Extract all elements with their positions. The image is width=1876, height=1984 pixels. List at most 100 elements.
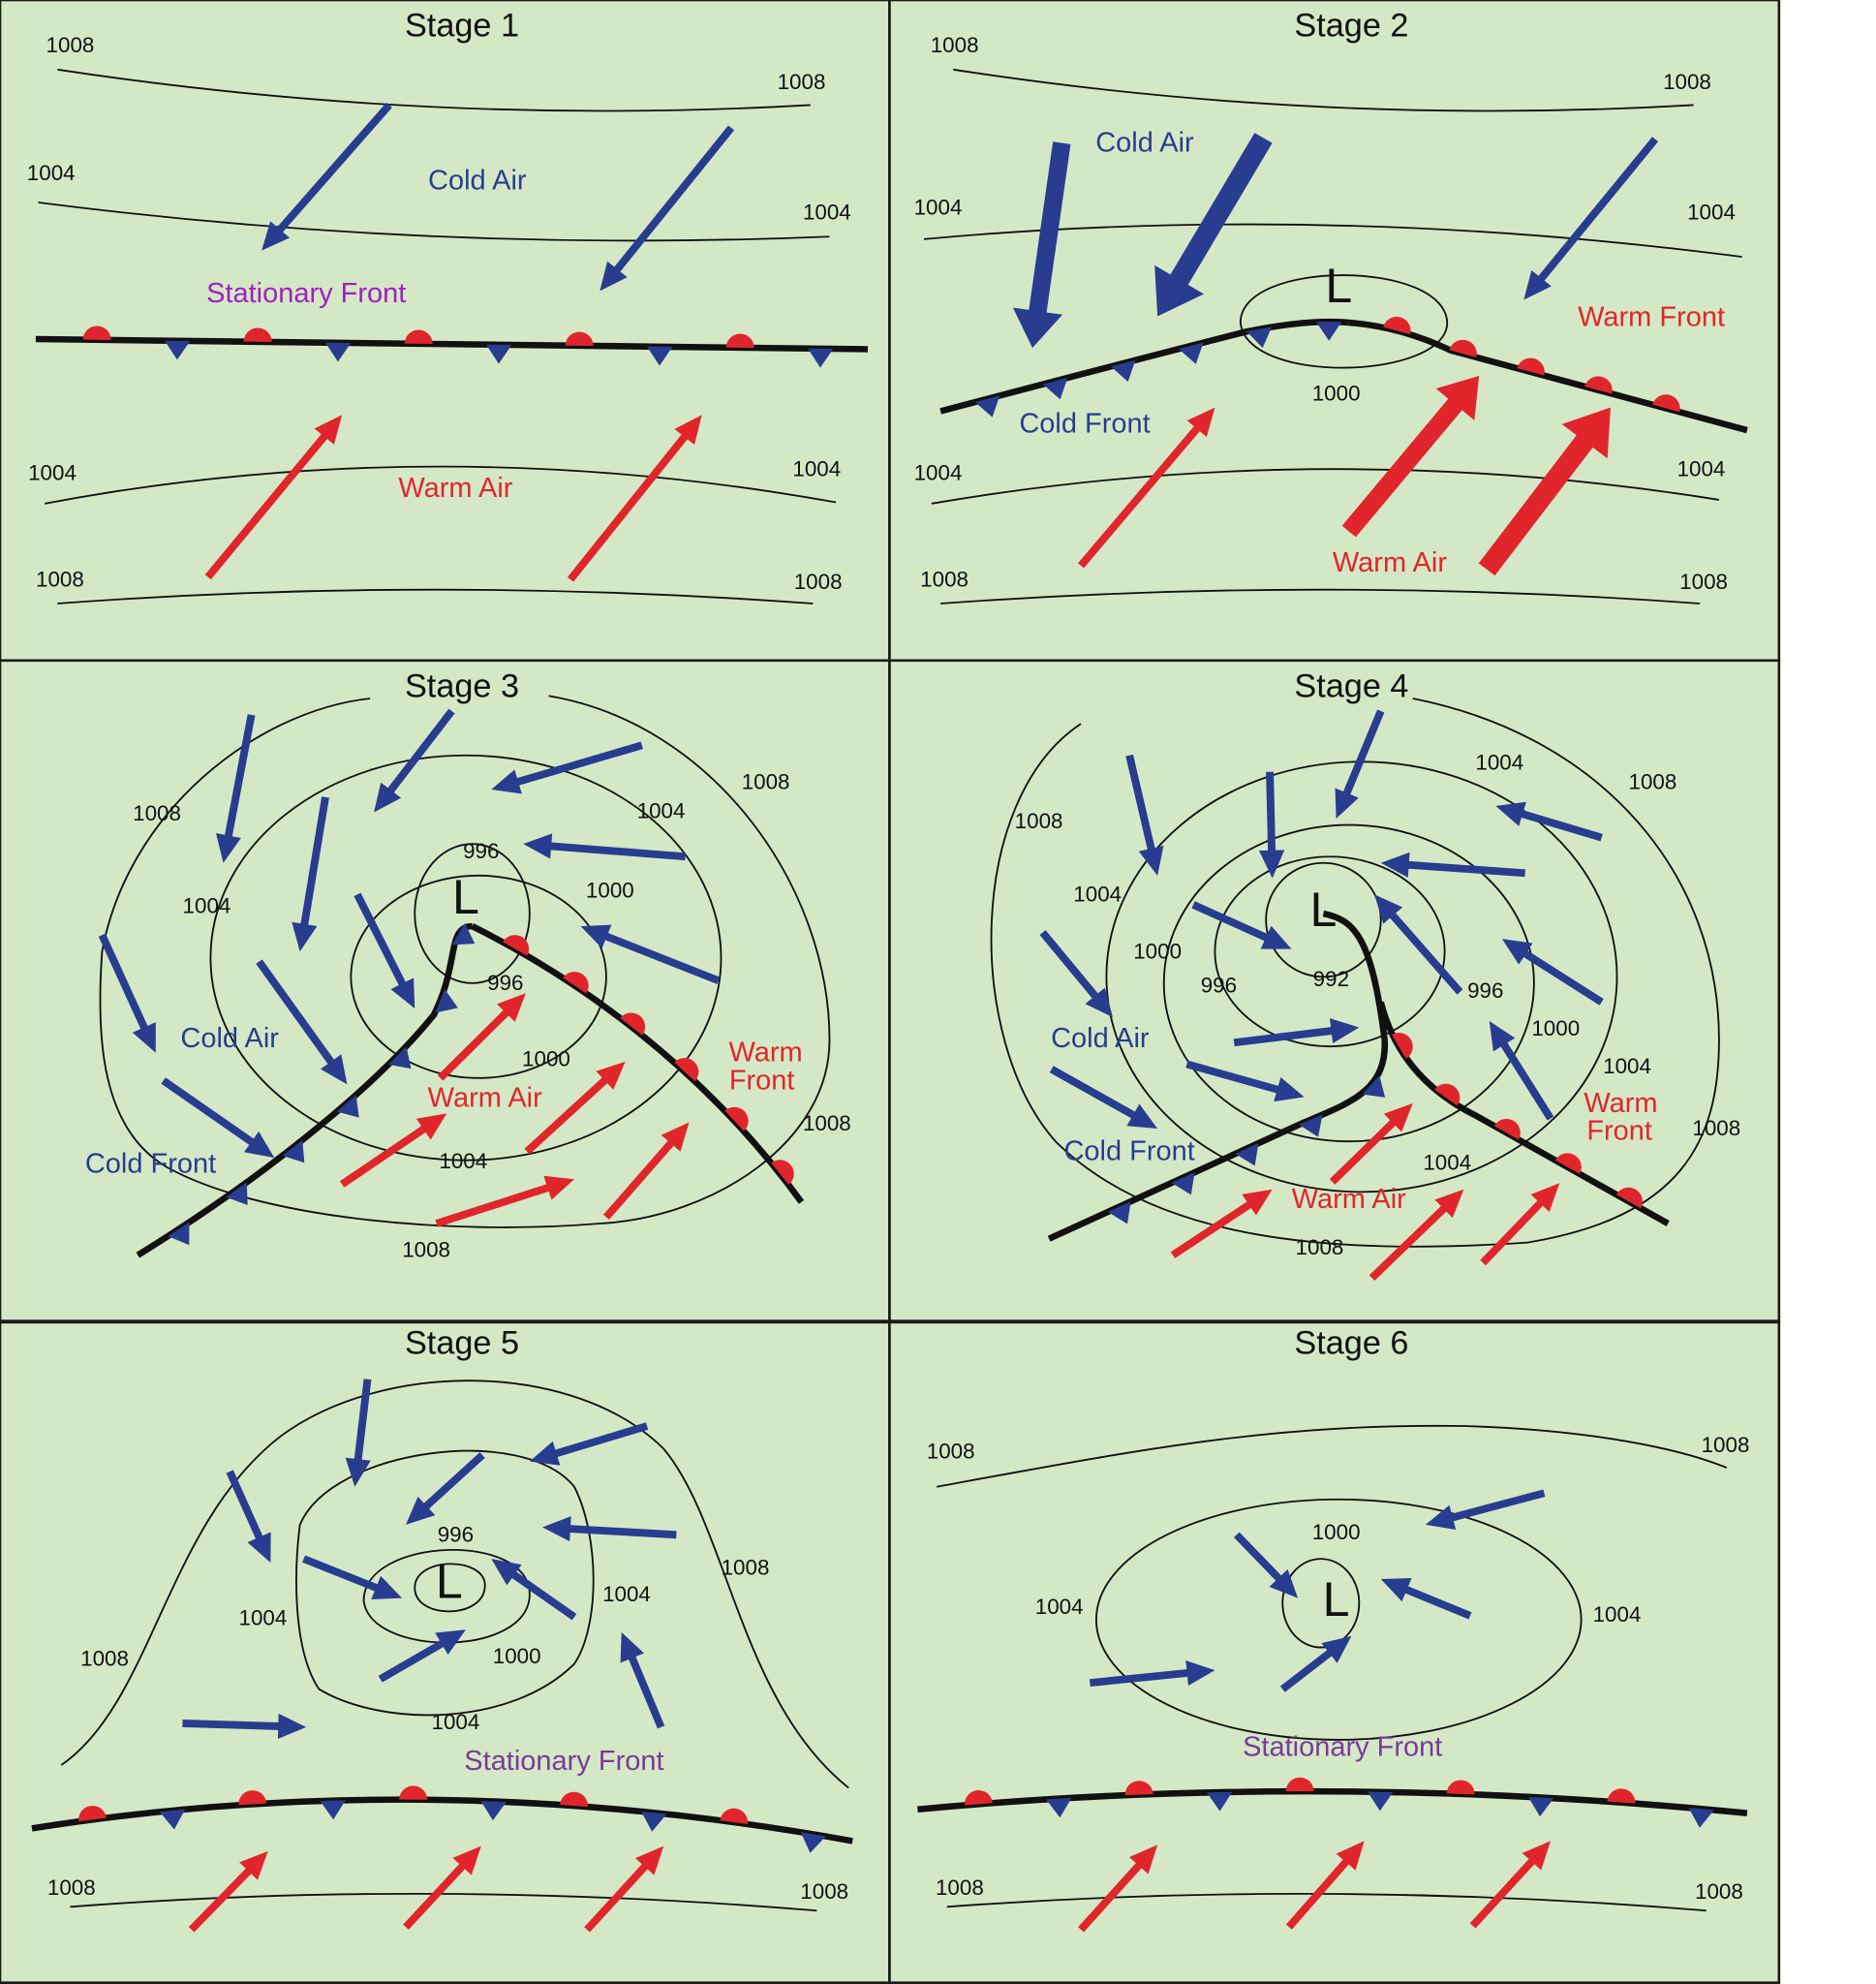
cold-air-arrow <box>1523 137 1659 300</box>
isobar <box>57 68 811 112</box>
isobar-label: 1008 <box>1296 1235 1344 1259</box>
isobar <box>350 874 607 1079</box>
warm-front-symbol <box>1446 1780 1475 1795</box>
cold-air-arrow <box>1258 771 1285 879</box>
isobar-label: 1008 <box>722 1556 770 1580</box>
cold-front-symbol <box>486 344 512 364</box>
isobar-label: 1004 <box>1475 751 1523 775</box>
isobar <box>209 754 723 1162</box>
cold-front-symbol <box>1046 1797 1072 1818</box>
isobar-label: 1004 <box>439 1149 487 1173</box>
warm-front-symbol <box>565 331 594 347</box>
cold-air-arrow <box>226 1470 271 1564</box>
isobar-label: 1008 <box>778 70 826 94</box>
isobar-label: 996 <box>1201 974 1237 998</box>
air-mass-label: Cold Air <box>428 166 527 197</box>
warm-air-arrow <box>188 1850 268 1933</box>
isobar-label: 1004 <box>914 195 963 219</box>
cold-front-symbol <box>1246 326 1273 349</box>
warm-air-arrow <box>1170 1189 1273 1258</box>
front-line <box>1377 1001 1670 1226</box>
cold-front-symbol <box>1299 1114 1323 1137</box>
air-mass-label: Stationary Front <box>464 1746 663 1777</box>
cold-front-symbol <box>1527 1796 1554 1817</box>
warm-air-arrow <box>435 1175 574 1227</box>
isobar-label: 1000 <box>1531 1016 1580 1040</box>
cold-air-arrow <box>182 1713 307 1740</box>
cold-air-arrow <box>491 1559 577 1621</box>
low-pressure-label: L <box>1323 1572 1350 1627</box>
cold-air-arrow <box>261 102 392 251</box>
panel-title: Stage 5 <box>405 1325 519 1362</box>
cold-air-arrow <box>1380 852 1525 878</box>
isobar-label: 1004 <box>1687 201 1736 225</box>
panel-title: Stage 1 <box>405 8 519 45</box>
isobar-label: 1004 <box>432 1710 480 1734</box>
warm-front-symbol <box>1554 1153 1582 1174</box>
cold-front-symbol <box>1206 1791 1233 1812</box>
warm-front-symbol <box>503 935 530 956</box>
cold-air-arrow <box>1425 1489 1546 1531</box>
panel-title: Stage 6 <box>1294 1325 1408 1362</box>
isobar <box>57 588 814 604</box>
warm-air-arrow <box>437 993 526 1081</box>
warm-air-arrow <box>1285 1841 1365 1930</box>
cold-air-arrow <box>378 1629 466 1683</box>
cold-front-symbol <box>1367 1791 1394 1812</box>
low-pressure-label: L <box>1325 259 1352 313</box>
isobar <box>946 1892 1707 1912</box>
isobar-label: 1008 <box>402 1238 450 1262</box>
isobar-label: 1004 <box>1073 883 1122 907</box>
isobar-label: 992 <box>1313 967 1349 991</box>
isobar-label: 1008 <box>803 1111 851 1135</box>
isobar-label: 1008 <box>36 567 84 591</box>
cold-air-arrow <box>1495 801 1603 842</box>
air-mass-label: Cold Air <box>1095 128 1194 159</box>
warm-front-symbol <box>1434 1083 1461 1106</box>
isobar-label: 1008 <box>1663 70 1711 94</box>
cold-front-symbol <box>1107 1201 1131 1224</box>
warm-air-arrow <box>1480 1183 1560 1266</box>
warm-front-symbol <box>1383 316 1411 334</box>
cold-air-arrow <box>1335 709 1385 820</box>
cold-air-arrow <box>406 1452 485 1525</box>
cold-air-arrow <box>161 1077 275 1159</box>
panel-background <box>0 1320 891 1984</box>
isobar <box>44 465 837 505</box>
cold-front-symbol <box>1171 1172 1195 1195</box>
isobar-label: 1008 <box>794 570 843 594</box>
isobar-label: 1004 <box>1603 1054 1651 1078</box>
air-mass-label: Warm Air <box>1292 1184 1406 1215</box>
cold-air-arrow <box>1279 1635 1352 1692</box>
cold-air-arrow <box>1039 930 1114 1018</box>
isobar-label: 1008 <box>1679 570 1728 594</box>
panel: Stage 4 1008 1008 1008 1008 1004 1004 1004 1004 1… <box>990 668 1740 1281</box>
cold-front-symbol <box>480 1800 507 1821</box>
warm-air-arrow <box>567 415 702 582</box>
isobar-label: 1008 <box>800 1879 848 1904</box>
isobar <box>414 1563 486 1613</box>
cold-air-arrow <box>1501 939 1604 1006</box>
cold-front-symbol <box>388 1046 412 1070</box>
warm-front-symbol <box>399 1785 428 1800</box>
cold-front-symbol <box>1688 1808 1714 1828</box>
warm-front-symbol <box>1493 1118 1521 1140</box>
warm-front-symbol <box>771 1160 794 1185</box>
isobar-label: 1008 <box>47 1876 96 1900</box>
cold-front-symbol <box>808 348 834 368</box>
low-pressure-label: L <box>452 870 479 924</box>
warm-air-arrow <box>524 1061 626 1155</box>
warm-air-arrow <box>1329 1102 1413 1185</box>
front-line <box>939 318 1350 415</box>
isobar-label: 1004 <box>27 161 76 185</box>
air-mass-label: Cold Air <box>1051 1023 1150 1054</box>
cold-front-symbol <box>336 1095 359 1118</box>
isobar-label: 1008 <box>46 33 95 57</box>
panel: Stage 3 1008 1008 1008 1008 1004 1004 1004 1000 1… <box>85 668 851 1262</box>
panel-title: Stage 2 <box>1294 8 1408 45</box>
isobar-label: 996 <box>1467 978 1503 1003</box>
isobar <box>990 698 1720 1248</box>
cold-air-arrow <box>1233 1532 1299 1598</box>
isobar-label: 1004 <box>1035 1595 1084 1619</box>
